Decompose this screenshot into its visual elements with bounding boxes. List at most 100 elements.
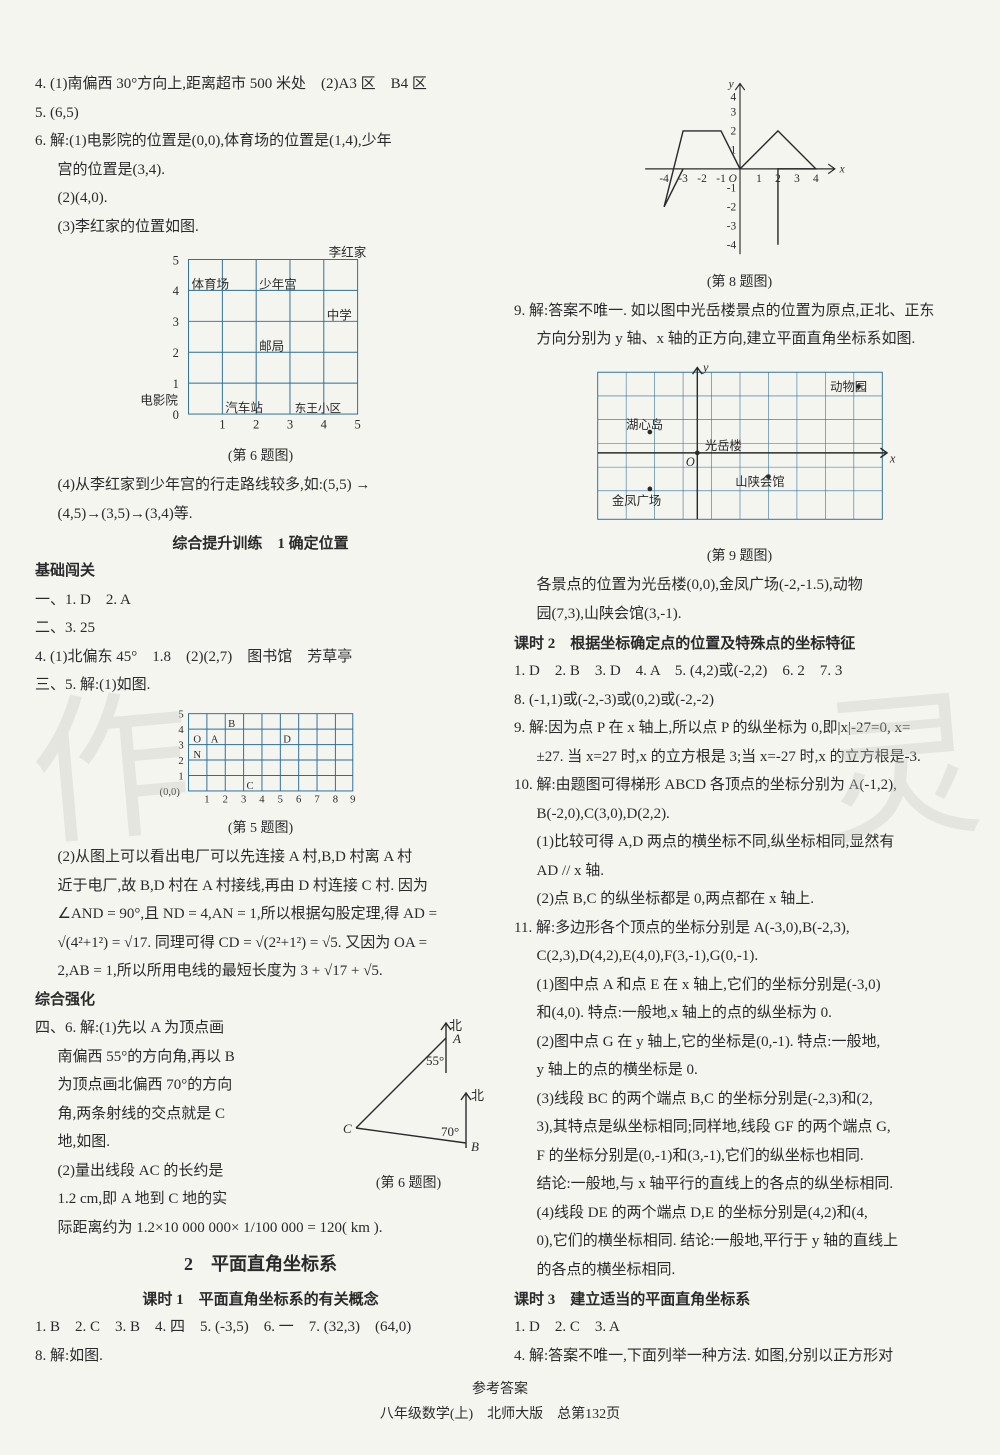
q46d: 角,两条射线的交点就是 C bbox=[35, 1100, 323, 1129]
svg-text:-1: -1 bbox=[726, 183, 735, 195]
p5-2e: 2,AB = 1,所以所用电线的最短长度为 3 + √17 + √5. bbox=[35, 957, 486, 986]
svg-text:4: 4 bbox=[320, 418, 327, 432]
svg-text:2: 2 bbox=[253, 418, 259, 432]
t2-q9b: ±27. 当 x=27 时,x 的立方根是 3;当 x=-27 时,x 的立方根… bbox=[514, 743, 965, 772]
svg-text:2: 2 bbox=[178, 756, 183, 767]
t2-q11j: 结论:一般地,与 x 轴平行的直线上的各点的纵坐标相同. bbox=[514, 1170, 965, 1199]
t2-q10b: B(-2,0),C(3,0),D(2,2). bbox=[514, 800, 965, 829]
q46h: 际距离约为 1.2×10 000 000× 1/100 000 = 120( k… bbox=[35, 1214, 486, 1243]
q9d: 园(7,3),山陕会馆(3,-1). bbox=[514, 600, 965, 629]
sec2-sub1: 课时 1 平面直角坐标系的有关概念 bbox=[35, 1288, 486, 1309]
q6-1a: 6. 解:(1)电影院的位置是(0,0),体育场的位置是(1,4),少年 bbox=[35, 127, 486, 156]
fig6-lihong: 李红家 bbox=[328, 245, 366, 260]
svg-text:3: 3 bbox=[730, 107, 736, 119]
svg-text:光岳楼: 光岳楼 bbox=[704, 438, 741, 453]
svg-text:C: C bbox=[246, 781, 253, 792]
svg-text:(0,0): (0,0) bbox=[159, 787, 180, 798]
fig6-stadium: 体育场 bbox=[191, 276, 229, 291]
t2-q10a: 10. 解:由题图可得梯形 ABCD 各顶点的坐标分别为 A(-1,2), bbox=[514, 771, 965, 800]
t2-q11f: y 轴上的点的横坐标是 0. bbox=[514, 1056, 965, 1085]
svg-text:O: O bbox=[193, 734, 201, 745]
s2-l2: 8. 解:如图. bbox=[35, 1342, 486, 1371]
svg-text:y: y bbox=[701, 360, 709, 374]
fig6-caption: (第 6 题图) bbox=[35, 445, 486, 465]
svg-text:-4: -4 bbox=[726, 240, 736, 252]
p5-2d: √(4²+1²) = √17. 同理可得 CD = √(2²+1²) = √5.… bbox=[35, 929, 486, 958]
q46b: 南偏西 55°的方向角,再以 B bbox=[35, 1043, 323, 1072]
q9a: 9. 解:答案不唯一. 如以图中光岳楼景点的位置为原点,正北、正东 bbox=[514, 297, 965, 326]
sec2-sub2: 课时 2 根据坐标确定点的位置及特殊点的坐标特征 bbox=[514, 632, 965, 653]
q6-4a: (4)从李红家到少年宫的行走路线较多,如:(5,5) → bbox=[35, 471, 486, 500]
svg-text:8: 8 bbox=[332, 794, 337, 805]
svg-text:1: 1 bbox=[730, 145, 736, 157]
figure-5: (0,0) 12 34 56 78 9 12 34 5 O A B N C D bbox=[151, 704, 371, 810]
svg-text:-4: -4 bbox=[659, 173, 669, 185]
figure-6b: 北 北 A B C 55° 70° bbox=[331, 1018, 486, 1168]
footer-l1: 参考答案 bbox=[0, 1377, 1000, 1402]
q46e: 地,如图. bbox=[35, 1128, 323, 1157]
svg-text:C: C bbox=[343, 1121, 352, 1136]
right-column: x y O -4-3 -2-1 12 34 12 34 -1-2 -3-4 (第… bbox=[514, 70, 965, 1370]
svg-text:-3: -3 bbox=[678, 173, 688, 185]
svg-text:70°: 70° bbox=[441, 1124, 459, 1139]
t2-q11g: (3)线段 BC 的两个端点 B,C 的坐标分别是(-2,3)和(2, bbox=[514, 1085, 965, 1114]
svg-text:x: x bbox=[888, 451, 895, 465]
fig5-caption: (第 5 题图) bbox=[35, 817, 486, 837]
q46f: (2)量出线段 AC 的长约是 bbox=[35, 1157, 323, 1186]
q6-3: (3)李红家的位置如图. bbox=[35, 213, 486, 242]
t2-q11a: 11. 解:多边形各个顶点的坐标分别是 A(-3,0),B(-2,3), bbox=[514, 914, 965, 943]
t2-q10c: (1)比较可得 A,D 两点的横坐标不同,纵坐标相同,显然有 bbox=[514, 828, 965, 857]
figure-6: 0 12 34 5 12 34 5 李红家 体育场 少年宫 中学 邮局 电影院 … bbox=[131, 245, 391, 438]
svg-text:山陕会馆: 山陕会馆 bbox=[735, 474, 784, 489]
svg-text:4: 4 bbox=[730, 92, 736, 104]
sec2-title: 2 平面直角坐标系 bbox=[35, 1250, 486, 1276]
comp-head2: 综合强化 bbox=[35, 986, 486, 1015]
svg-text:-3: -3 bbox=[726, 221, 736, 233]
base-head: 基础闯关 bbox=[35, 557, 486, 586]
t2-q10d: AD // x 轴. bbox=[514, 857, 965, 886]
t2-q11e: (2)图中点 G 在 y 轴上,它的坐标是(0,-1). 特点:一般地, bbox=[514, 1028, 965, 1057]
p5-2c: ∠AND = 90°,且 ND = 4,AN = 1,所以根据勾股定理,得 AD… bbox=[35, 900, 486, 929]
svg-text:3: 3 bbox=[286, 418, 292, 432]
left-column: 4. (1)南偏西 30°方向上,距离超市 500 米处 (2)A3 区 B4 … bbox=[35, 70, 486, 1370]
t2-q11l: 0),它们的横坐标相同. 结论:一般地,平行于 y 轴的直线上 bbox=[514, 1227, 965, 1256]
svg-text:-2: -2 bbox=[697, 173, 707, 185]
svg-text:7: 7 bbox=[314, 794, 319, 805]
l2: 二、3. 25 bbox=[35, 614, 486, 643]
svg-text:4: 4 bbox=[172, 284, 179, 298]
svg-text:x: x bbox=[838, 164, 844, 176]
q9c: 各景点的位置为光岳楼(0,0),金凤广场(-2,-1.5),动物 bbox=[514, 571, 965, 600]
t2-q10e: (2)点 B,C 的纵坐标都是 0,两点都在 x 轴上. bbox=[514, 885, 965, 914]
fig6-bus: 汽车站 bbox=[225, 401, 263, 415]
svg-text:3: 3 bbox=[240, 794, 245, 805]
t2-q11h: 3),其特点是纵坐标相同;同样地,线段 GF 的两个端点 G, bbox=[514, 1113, 965, 1142]
fig6-east: 东王小区 bbox=[294, 402, 341, 415]
figure-9: x y O 动物园 湖心岛 光岳楼 金凤广场 山陕会馆 bbox=[575, 358, 905, 538]
q9b: 方向分别为 y 轴、x 轴的正方向,建立平面直角坐标系如图. bbox=[514, 325, 965, 354]
svg-text:金凤广场: 金凤广场 bbox=[611, 493, 660, 508]
q5: 5. (6,5) bbox=[35, 99, 486, 128]
page-footer: 参考答案 八年级数学(上) 北师大版 总第132页 bbox=[0, 1377, 1000, 1427]
svg-text:4: 4 bbox=[178, 725, 184, 736]
svg-text:3: 3 bbox=[172, 315, 178, 329]
svg-text:2: 2 bbox=[730, 126, 736, 138]
svg-text:4: 4 bbox=[259, 794, 265, 805]
figure-8: x y O -4-3 -2-1 12 34 12 34 -1-2 -3-4 bbox=[620, 74, 860, 264]
svg-text:N: N bbox=[193, 750, 201, 761]
svg-text:5: 5 bbox=[277, 794, 282, 805]
svg-text:北: 北 bbox=[471, 1088, 484, 1103]
fig6b-caption: (第 6 题图) bbox=[331, 1172, 486, 1192]
t2-q11b: C(2,3),D(4,2),E(4,0),F(3,-1),G(0,-1). bbox=[514, 942, 965, 971]
svg-text:B: B bbox=[228, 719, 235, 730]
fig6-school: 中学 bbox=[326, 307, 351, 322]
svg-text:-2: -2 bbox=[726, 202, 736, 214]
svg-text:1: 1 bbox=[178, 771, 183, 782]
q46a: 四、6. 解:(1)先以 A 为顶点画 bbox=[35, 1014, 323, 1043]
svg-text:9: 9 bbox=[350, 794, 355, 805]
l1: 一、1. D 2. A bbox=[35, 586, 486, 615]
fig6-palace: 少年宫 bbox=[259, 277, 297, 291]
svg-text:3: 3 bbox=[794, 173, 800, 185]
svg-text:55°: 55° bbox=[426, 1053, 444, 1068]
fig9-caption: (第 9 题图) bbox=[514, 545, 965, 565]
q46c: 为顶点画北偏西 70°的方向 bbox=[35, 1071, 323, 1100]
